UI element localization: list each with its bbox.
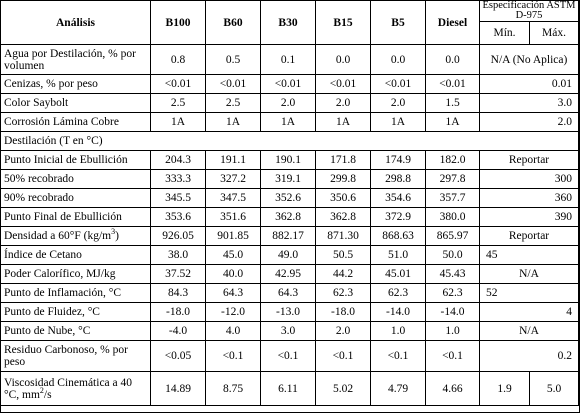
row-inflamacion: Punto de Inflamación, °C 84.3 64.3 64.3 …: [0, 283, 580, 303]
cell-b100: 353.6: [150, 207, 206, 227]
cell-b15: 5.02: [315, 371, 371, 406]
cell-diesel: 380.0: [425, 207, 480, 227]
row-viscosidad: Viscosidad Cinemática a 40 °C, mm2/s 14.…: [0, 371, 580, 406]
header-analysis: Análisis: [0, 0, 151, 45]
cell-b60: <0.1: [205, 340, 261, 372]
row-inicial: Punto Inicial de Ebullición 204.3 191.1 …: [0, 150, 580, 170]
cell-b60: 347.5: [205, 188, 261, 208]
header-diesel: Diesel: [425, 0, 480, 45]
row-calorifico: Poder Calorífico, MJ/kg 37.52 40.0 42.95…: [0, 264, 580, 284]
cell-diesel: 182.0: [425, 150, 480, 170]
cell-spec-min: 1.9: [479, 371, 530, 406]
cell-b60: 327.2: [205, 169, 261, 189]
row-densidad: Densidad a 60°F (kg/m3) 926.05 901.85 88…: [0, 226, 580, 246]
cell-b100: 14.89: [150, 371, 206, 406]
cell-diesel: 357.7: [425, 188, 480, 208]
cell-b5: 298.8: [370, 169, 426, 189]
header-spec-min: Mín.: [479, 21, 530, 45]
cell-b30: 49.0: [260, 245, 316, 265]
cell-b5: 0.0: [370, 44, 426, 75]
cell-b30: <0.01: [260, 74, 316, 94]
cell-b5: 45.01: [370, 264, 426, 284]
cell-b5: -14.0: [370, 302, 426, 322]
row-label-end: /s: [43, 388, 52, 401]
cell-b30: 6.11: [260, 371, 316, 406]
row-label: Agua por Destilación, % por volumen: [0, 44, 151, 75]
row-final: Punto Final de Ebullición 353.6 351.6 36…: [0, 207, 580, 227]
cell-b100: 2.5: [150, 93, 206, 113]
cell-b15: 62.3: [315, 283, 371, 303]
cell-b30: 0.1: [260, 44, 316, 75]
row-label: Corrosión Lámina Cobre: [0, 112, 151, 132]
row-label: Punto Final de Ebullición: [0, 207, 151, 227]
cell-diesel: 4.66: [425, 371, 480, 406]
row-agua: Agua por Destilación, % por volumen 0.8 …: [0, 44, 580, 75]
header-spec-max: Máx.: [528, 21, 580, 45]
row-label: Densidad a 60°F (kg/m3): [0, 226, 151, 246]
header-row: Análisis B100 B60 B30 B15 B5 Diesel Espe…: [0, 0, 580, 45]
cell-spec: Reportar: [478, 150, 580, 170]
row-label-sup: 3: [111, 227, 116, 237]
row-saybolt: Color Saybolt 2.5 2.5 2.0 2.0 2.0 1.5 3.…: [0, 93, 580, 113]
cell-b100: 333.3: [150, 169, 206, 189]
cell-b60: -12.0: [205, 302, 261, 322]
cell-diesel: <0.01: [425, 74, 480, 94]
row-label-text: Densidad a 60°F (kg/m: [4, 230, 112, 242]
cell-b100: 0.8: [150, 44, 206, 75]
cell-spec: N/A (No Aplica): [478, 44, 580, 75]
cell-b15: <0.1: [315, 340, 371, 372]
row-label-sup: 2: [39, 385, 44, 395]
cell-diesel: 45.43: [425, 264, 480, 284]
cell-spec-max: 360: [478, 188, 580, 208]
row-label: Residuo Carbonoso, % por peso: [0, 340, 151, 372]
row-nube: Punto de Nube, °C -4.0 4.0 3.0 2.0 1.0 1…: [0, 321, 580, 341]
row-label: Punto de Fluidez, °C: [0, 302, 151, 322]
row-label-text: Viscosidad Cinemática a 40 °C, mm: [4, 376, 133, 401]
cell-diesel: 1A: [425, 112, 480, 132]
header-subrow: Mín. Máx.: [1, 21, 580, 45]
cell-spec: N/A: [478, 321, 580, 341]
cell-b5: <0.1: [370, 340, 426, 372]
cell-b5: 372.9: [370, 207, 426, 227]
cell-b30: 2.0: [260, 93, 316, 113]
cell-diesel: 50.0: [425, 245, 480, 265]
cell-b5: 868.63: [370, 226, 426, 246]
cell-spec-max: 5.0: [528, 371, 580, 406]
cell-b100: <0.01: [150, 74, 206, 94]
cell-b5: 4.79: [370, 371, 426, 406]
row-fluidez: Punto de Fluidez, °C -18.0 -12.0 -13.0 -…: [0, 302, 580, 322]
header-b100: B100: [150, 0, 206, 45]
cell-b30: 319.1: [260, 169, 316, 189]
row-label: Color Saybolt: [0, 93, 151, 113]
cell-b60: 4.0: [205, 321, 261, 341]
row-label: Viscosidad Cinemática a 40 °C, mm2/s: [0, 371, 151, 406]
cell-b60: 8.75: [205, 371, 261, 406]
row-corrosion: Corrosión Lámina Cobre 1A 1A 1A 1A 1A 1A…: [0, 112, 580, 132]
cell-b30: 362.8: [260, 207, 316, 227]
header-b30: B30: [260, 0, 316, 45]
cell-b30: 190.1: [260, 150, 316, 170]
row-label-end: ): [115, 230, 119, 242]
cell-b30: 42.95: [260, 264, 316, 284]
row-residuo: Residuo Carbonoso, % por peso <0.05 <0.1…: [0, 340, 580, 372]
